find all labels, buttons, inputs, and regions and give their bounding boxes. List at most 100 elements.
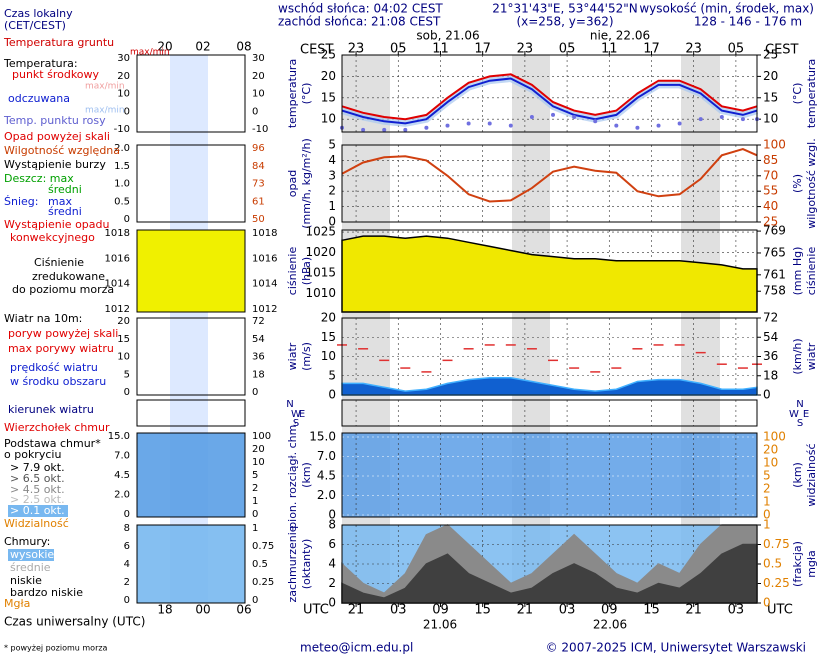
- sidebar-tick-label: 0: [124, 214, 130, 225]
- sidebar-tick-label: 10: [117, 352, 130, 363]
- day-label-top: sob, 21.06: [416, 29, 479, 43]
- series-dot: [572, 115, 577, 120]
- y-tick-label: 0: [328, 508, 336, 522]
- header-text: (CET/CEST): [4, 19, 66, 32]
- sidebar-time-top: 02: [195, 40, 210, 54]
- night-band: [681, 55, 720, 603]
- sidebar-tick-label: 96: [252, 143, 265, 154]
- y2-tick-label: 758: [763, 284, 786, 298]
- panel-bg: [342, 433, 757, 517]
- legend-text: max/min: [85, 82, 125, 92]
- y-tick-label: 0: [328, 596, 336, 610]
- legend-text: prędkość wiatru: [10, 361, 98, 374]
- y2-tick-label: 769: [763, 224, 786, 238]
- y-axis-title: zachmurzenie: [286, 525, 299, 602]
- footer-email: meteo@icm.edu.pl: [300, 641, 413, 655]
- altitude: 128 - 146 - 176 m: [694, 15, 802, 29]
- legend-text: konwekcyjnego: [10, 231, 95, 244]
- series-dot: [529, 115, 534, 120]
- y2-tick-label: 1: [763, 518, 771, 532]
- legend-text: kierunek wiatru: [8, 403, 94, 416]
- sidebar-tick-label: 0.75: [252, 541, 274, 552]
- legend-text: Wystąpienie burzy: [4, 158, 106, 171]
- x-tick-label-top: 23: [685, 42, 702, 57]
- sidebar-band: [170, 55, 208, 603]
- y2-tick-label: 0.5: [763, 557, 782, 571]
- legend-text: zredukowane: [32, 270, 105, 283]
- axis-label-top: CEST: [300, 43, 334, 58]
- y-tick-label: 0: [328, 388, 336, 402]
- altitude-title: wysokość (min, środek, max): [639, 2, 814, 16]
- footer-utc: Czas uniwersalny (UTC): [4, 615, 145, 629]
- legend-text: Temp. punktu rosy: [3, 114, 106, 127]
- sunrise: wschód słońca: 04:02 CEST: [278, 2, 443, 16]
- sidebar-tick-label: 8: [124, 523, 130, 534]
- legend-text: max/min: [130, 48, 170, 58]
- legend-text: max/min: [85, 106, 125, 116]
- y2-tick-label: 15: [763, 90, 778, 104]
- sidebar-tick-label: 0.5: [114, 196, 130, 207]
- legend-text: Śnieg:: [4, 195, 38, 208]
- series-line: [341, 148, 758, 203]
- y-axis-title: (m/s): [300, 342, 313, 371]
- x-tick-label-bottom: 03: [390, 603, 407, 618]
- panel-frame: [341, 317, 758, 396]
- night-band: [342, 55, 390, 603]
- x-tick-label-top: 05: [728, 42, 745, 57]
- sidebar-tick-label: 1.5: [114, 161, 130, 172]
- panel-frame: [341, 229, 758, 313]
- compass-label: W: [789, 409, 799, 420]
- grid-cell: (x=258, y=362): [516, 15, 613, 29]
- legend-text: Deszcz: max: [4, 172, 74, 185]
- legend-text: Temperatura gruntu: [3, 36, 114, 49]
- legend-text: > 2.5 okt.: [10, 493, 65, 506]
- day-label-bottom: 22.06: [593, 618, 627, 632]
- legend-text: odczuwana: [8, 92, 70, 105]
- y2-tick-label: 20: [763, 443, 778, 457]
- sidebar-tick-label: 1014: [105, 279, 130, 290]
- x-tick-label-bottom: 21: [348, 603, 365, 618]
- sidebar-tick-label: 2: [252, 483, 258, 494]
- sidebar-tick-label: 18: [252, 369, 265, 380]
- x-tick-label-bottom: 09: [432, 603, 449, 618]
- panel-frame: [341, 144, 758, 223]
- sidebar-tick-label: 1: [252, 496, 258, 507]
- sidebar-tick-label: 0: [252, 106, 258, 117]
- y-axis-title: (oktanty): [300, 539, 313, 590]
- series-dot: [445, 123, 450, 128]
- sidebar-panel-bg: [137, 525, 245, 603]
- sidebar-tick-label: 61: [252, 196, 265, 207]
- x-tick-label-bottom: 15: [643, 603, 660, 618]
- legend-text: bardzo niskie: [10, 586, 83, 599]
- y2-tick-label: 5: [763, 469, 771, 483]
- y-tick-label: 1025: [305, 225, 336, 239]
- sidebar-tick-label: 72: [252, 316, 265, 327]
- legend-text: Wilgotność względna: [4, 144, 120, 157]
- sidebar-panel-bg: [137, 433, 245, 517]
- series-dot: [740, 117, 745, 122]
- legend-text: średnie: [10, 561, 51, 574]
- y2-tick-label: 10: [763, 456, 778, 470]
- y-tick-label: 2: [328, 184, 336, 198]
- day-label-top: nie, 22.06: [590, 29, 650, 43]
- y-axis-title: opad: [286, 170, 299, 197]
- sidebar-tick-label: 4.5: [114, 470, 130, 481]
- sidebar-tick-label: 30: [117, 53, 130, 64]
- axis-label-bottom: UTC: [767, 603, 793, 618]
- y2-tick-label: 0.75: [763, 537, 790, 551]
- sidebar-panel: [136, 432, 246, 518]
- y-tick-label: 1015: [305, 266, 336, 280]
- y-tick-label: 2.0: [317, 488, 336, 502]
- y-tick-label: 0: [328, 215, 336, 229]
- panel-frame: [341, 432, 758, 518]
- sidebar-tick-label: 1016: [252, 253, 277, 264]
- compass-label: E: [803, 409, 809, 420]
- series-dot: [593, 119, 598, 124]
- y-tick-label: 5: [328, 138, 336, 152]
- y2-tick-label: 20: [763, 69, 778, 83]
- sidebar-time-bottom: 06: [236, 603, 251, 617]
- series-dot: [487, 121, 492, 126]
- legend-text: Ciśnienie: [34, 256, 84, 269]
- y-tick-label: 20: [321, 69, 336, 83]
- y2-tick-label: 100: [763, 138, 786, 152]
